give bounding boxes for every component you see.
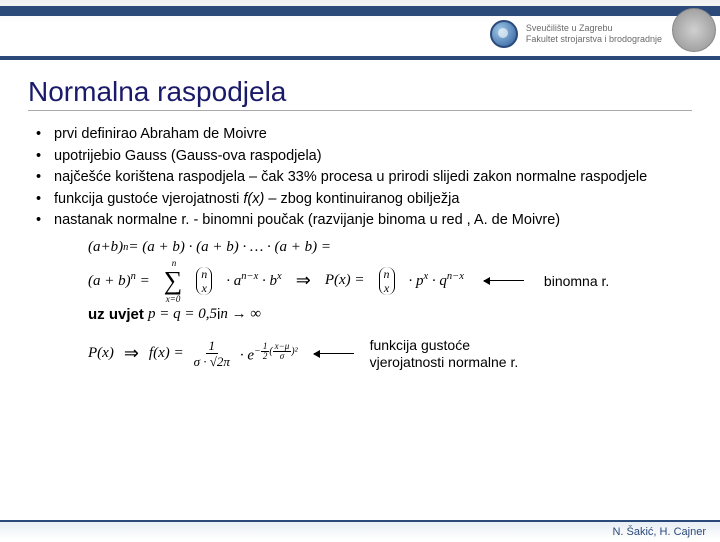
list-item: prvi definirao Abraham de Moivre [28,125,692,145]
bullet-list: prvi definirao Abraham de Moivre upotrij… [28,125,692,231]
eq3-inf: n → ∞ [220,306,261,323]
arrow-left-icon [314,353,354,354]
equation-binomial: (a + b)n = ∑nx=0 nx · an−x · bx ⇒ P(x) =… [88,266,692,296]
sigma-icon: ∑nx=0 [164,266,183,296]
equation-normal-pdf: P(x) ⇒ f(x) = 1 σ · √2π · e−12(x−μσ)² fu… [88,337,692,371]
list-item: najčešće korištena raspodjela – čak 33% … [28,168,692,188]
equation-condition: uz uvjet p = q = 0,5 i n → ∞ [88,306,692,323]
eq4-e: · e−12(x−μσ)² [240,342,298,364]
university-logo-icon [490,20,518,48]
header-branding: Sveučilište u Zagrebu Fakultet strojarst… [490,20,662,48]
eq4-P: P(x) [88,345,114,362]
binom-coeff: nx [196,267,212,295]
implies-icon: ⇒ [124,343,139,364]
eq4-f: f(x) = [149,345,184,362]
slide-footer: N. Šakić, H. Cajner [0,520,720,540]
slide-header: Sveučilište u Zagrebu Fakultet strojarst… [0,0,720,60]
eq3-prefix: uz uvjet [88,306,144,323]
annotation-binomial: binomna r. [544,273,609,289]
university-seal-icon [672,8,716,52]
university-text: Sveučilište u Zagrebu Fakultet strojarst… [526,23,662,45]
slide-content: Normalna raspodjela prvi definirao Abrah… [0,60,720,370]
implies-icon: ⇒ [296,270,311,291]
slide-title: Normalna raspodjela [28,76,692,111]
list-item: upotrijebio Gauss (Gauss-ova raspodjela) [28,147,692,167]
uni-line2: Fakultet strojarstva i brodogradnje [526,34,662,45]
eq2-P: P(x) = [325,272,365,289]
header-stripe [0,6,720,16]
uni-line1: Sveučilište u Zagrebu [526,23,662,34]
list-item: funkcija gustoće vjerojatnosti f(x) – zb… [28,190,692,210]
eq2-tail: · px · qn−x [409,271,464,290]
eq2-mid: · an−x · bx [226,271,281,290]
equation-expansion: (a + b)n = (a + b) · (a + b) · … · (a + … [88,239,692,256]
annotation-pdf: funkcija gustoćevjerojatnosti normalne r… [370,337,519,371]
arrow-left-icon [484,280,524,281]
math-area: (a + b)n = (a + b) · (a + b) · … · (a + … [88,239,692,371]
fraction: 1 σ · √2π [194,339,230,368]
eq3-math: p = q = 0,5 [148,306,217,323]
list-item: nastanak normalne r. - binomni poučak (r… [28,211,692,231]
binom-coeff-2: nx [379,267,395,295]
